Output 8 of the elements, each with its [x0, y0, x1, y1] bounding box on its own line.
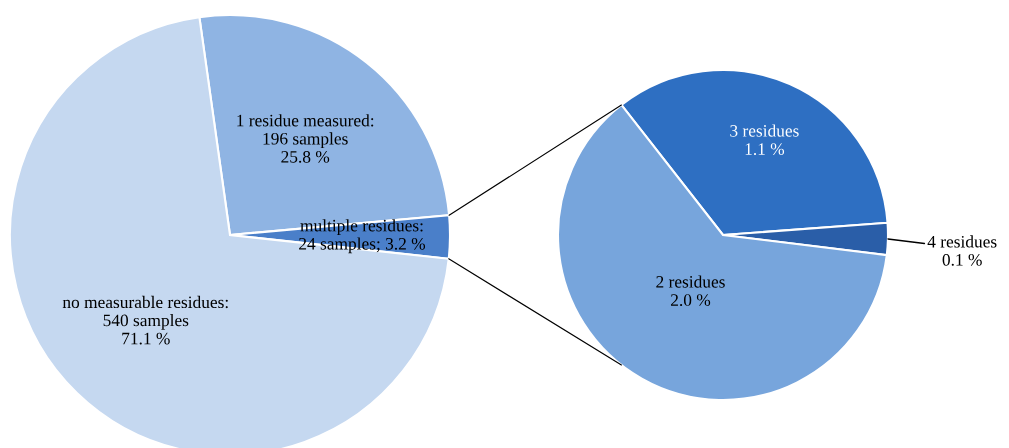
slice-label: 2 residues — [656, 275, 725, 288]
data-label: 0.1 % — [942, 254, 982, 266]
data-label: 2.0 % — [671, 294, 711, 306]
data-label: 1.1 % — [745, 143, 785, 155]
slice-label: no measurable residues: 540 samples 71.1 % — [62, 295, 228, 345]
slice-label: 1 residue measured: 196 samples 25.8 % — [237, 114, 374, 163]
slice-label: 4 residues — [927, 235, 997, 248]
slice-label: 3 residues — [730, 124, 799, 137]
